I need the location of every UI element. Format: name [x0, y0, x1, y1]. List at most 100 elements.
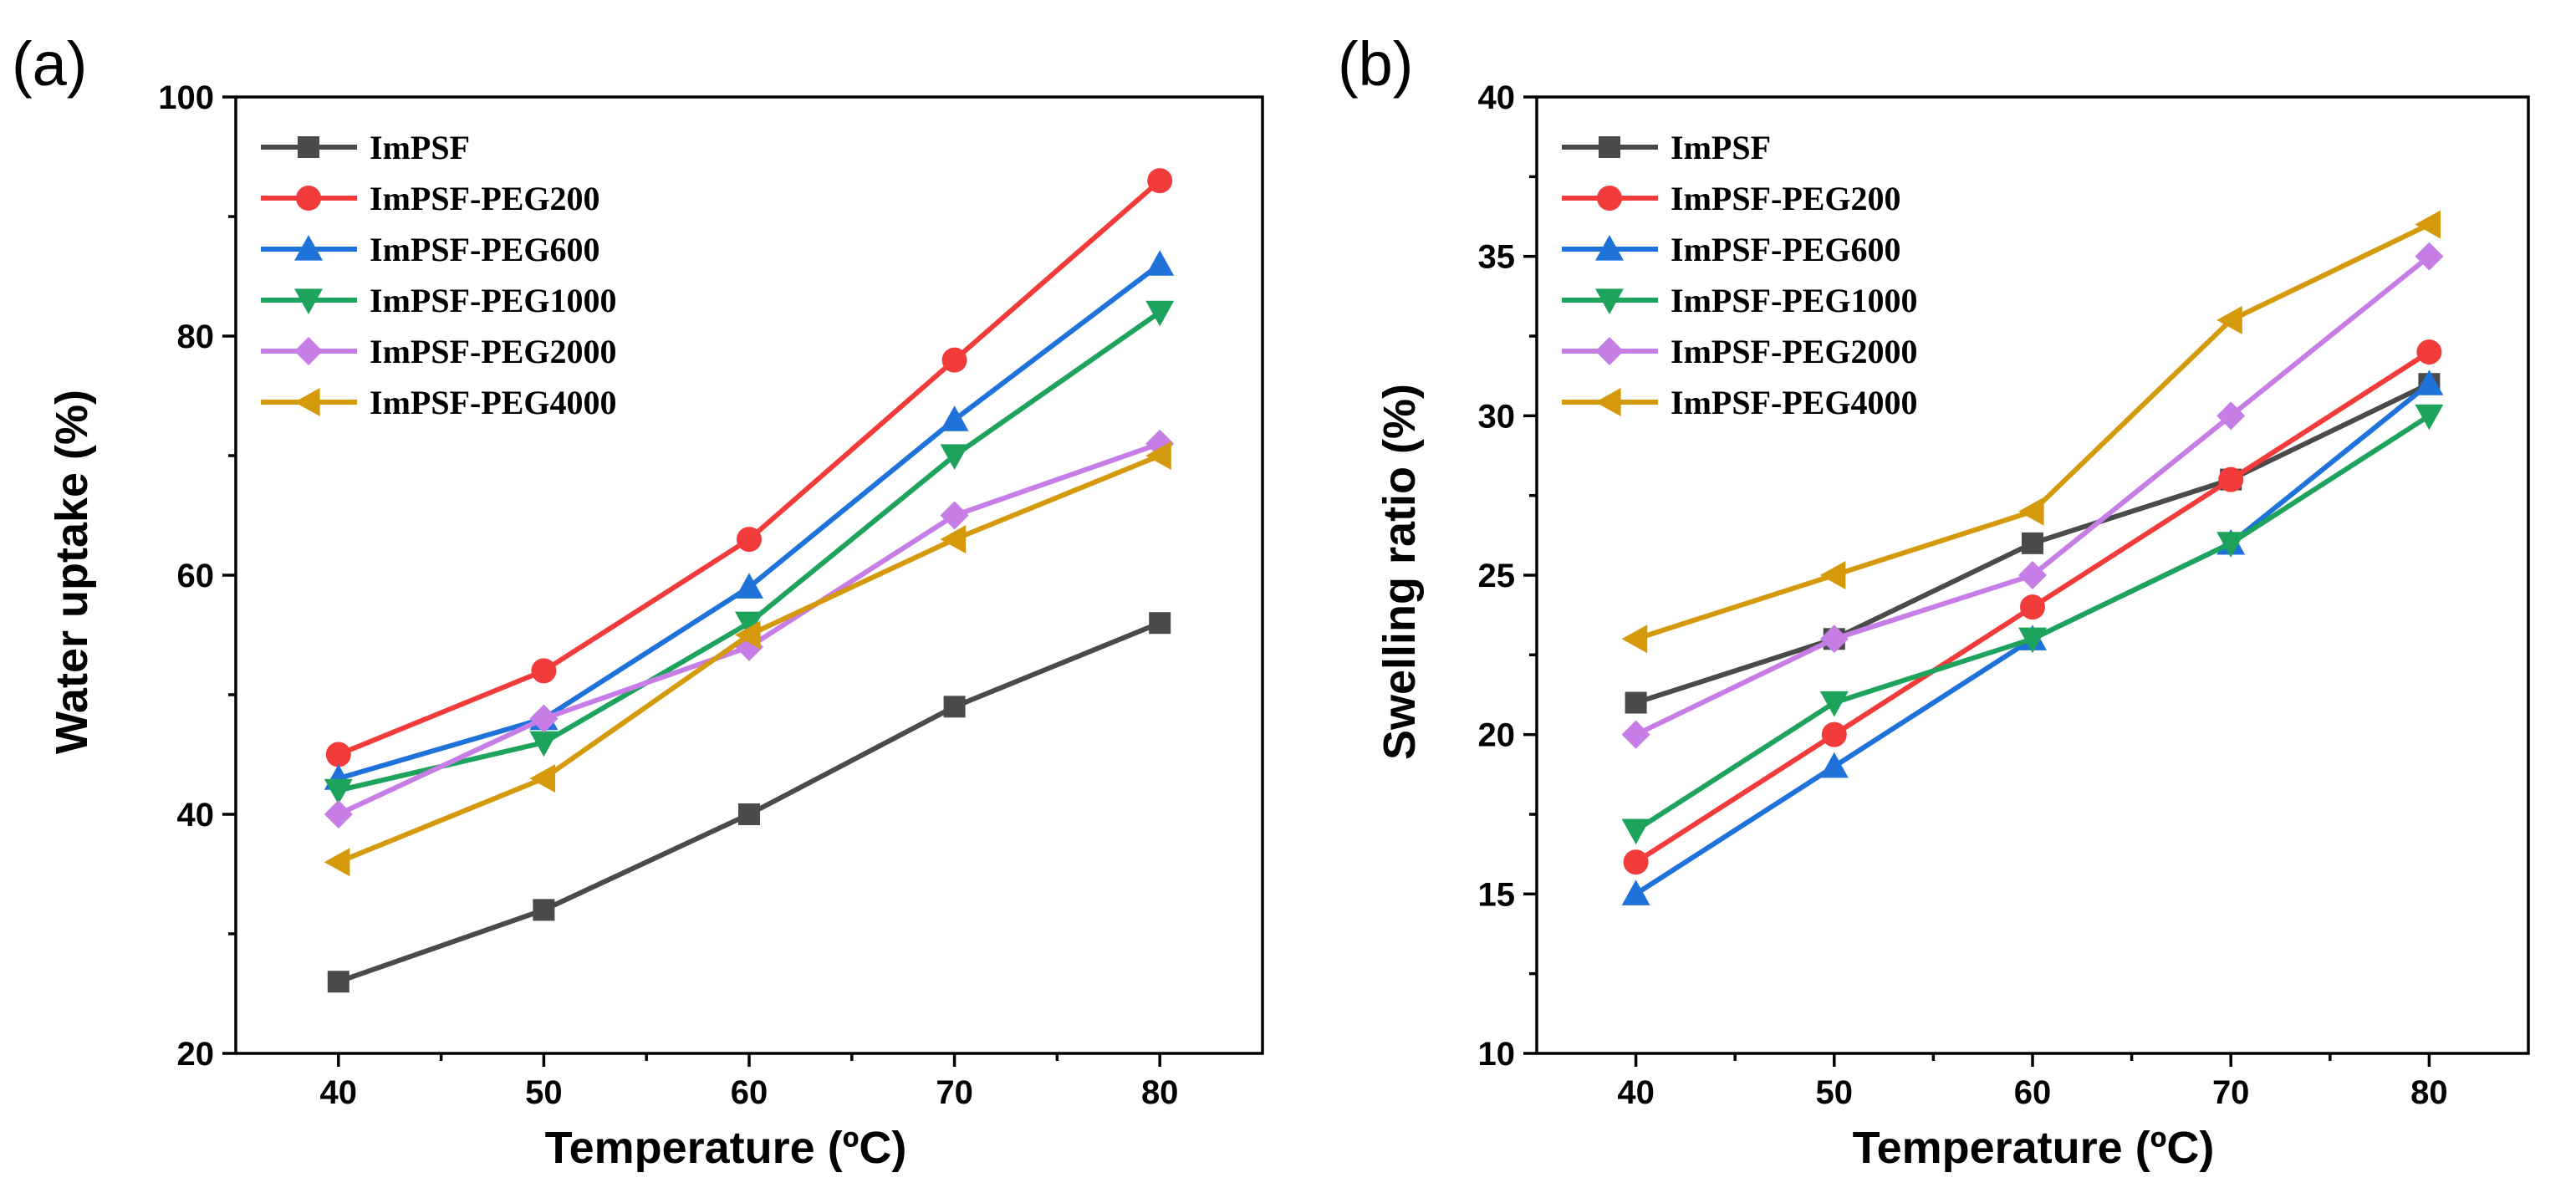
panel-b-data-point-impsf-peg200	[2416, 339, 2442, 365]
panel-a-y-tick-label: 20	[177, 1036, 215, 1073]
panel-a-data-point-impsf-peg600	[735, 573, 763, 599]
panel-b-x-tick-label: 50	[1816, 1074, 1854, 1111]
panel-a-x-axis-title: Temperature (ºC)	[545, 1123, 907, 1173]
panel-b-data-point-impsf-peg2000	[2415, 242, 2444, 271]
panel-a-data-point-impsf-peg200	[531, 658, 557, 684]
panel-a-legend-label-impsf-peg600: ImPSF-PEG600	[370, 231, 600, 268]
panel-b-y-tick-label: 20	[1478, 717, 1516, 754]
panel-a: (a) 20 40 60 80 100 40 50 60 70 80 ImPSF ImPSF-PEG2…	[12, 29, 1264, 1173]
panel-b-data-point-impsf-peg1000	[1621, 818, 1650, 845]
panel-a-data-point-impsf-peg4000	[324, 848, 350, 877]
panel-b-data-point-impsf-peg4000	[1621, 625, 1648, 654]
panel-b-x-tick-label: 70	[2212, 1074, 2250, 1111]
panel-b-data-point-impsf-peg1000	[2415, 404, 2444, 431]
panel-a-legend-marker-impsf-peg4000	[294, 388, 320, 416]
panel-a-y-tick-label: 100	[158, 79, 214, 116]
panel-a-data-point-impsf	[1149, 612, 1171, 635]
panel-b-legend-marker-impsf-peg1000	[1595, 288, 1624, 314]
panel-a-y-axis-title: Water uptake (%)	[47, 390, 97, 754]
panel-a-data-point-impsf	[533, 899, 555, 921]
panel-a-x-tick-label: 70	[936, 1074, 973, 1111]
panel-b-data-point-impsf-peg600	[2415, 370, 2444, 395]
panel-a-data-point-impsf-peg1000	[1145, 300, 1175, 327]
panel-a-legend-label-impsf-peg4000: ImPSF-PEG4000	[370, 384, 617, 421]
panel-b-legend-marker-impsf-peg600	[1595, 235, 1624, 261]
panel-b-y-tick-label: 35	[1478, 239, 1516, 276]
panel-b-y-tick-label: 25	[1478, 558, 1516, 594]
panel-a-x-tick-label: 40	[320, 1074, 358, 1111]
panel-a-series-line-impsf	[337, 620, 1161, 985]
panel-a-legend-label-impsf-peg200: ImPSF-PEG200	[370, 180, 600, 217]
panel-b-legend-label-impsf-peg600: ImPSF-PEG600	[1671, 231, 1901, 268]
panel-b-data-point-impsf-peg200	[2218, 466, 2244, 492]
panel-b-data-point-impsf-peg200	[1821, 721, 1847, 747]
panel-b-data-point-impsf-peg600	[1621, 879, 1650, 905]
panel-b-data-point-impsf-peg2000	[2216, 401, 2246, 431]
panel-b-legend-label-impsf-peg200: ImPSF-PEG200	[1671, 180, 1901, 217]
panel-a-data-point-impsf-peg1000	[735, 611, 763, 638]
panel-b-legend-label-impsf-peg4000: ImPSF-PEG4000	[1671, 384, 1918, 421]
panel-a-data-point-impsf-peg200	[325, 742, 351, 767]
panel-a-data-point-impsf	[943, 696, 966, 718]
panel-b-legend-marker-impsf-peg2000	[1595, 337, 1624, 365]
panel-b-data-point-impsf-peg4000	[2415, 210, 2441, 239]
panel-label-a: (a)	[12, 29, 87, 99]
panel-a-data-point-impsf-peg1000	[940, 444, 969, 470]
panel-a-data-point-impsf-peg1000	[529, 731, 559, 757]
panel-a-data-point-impsf-peg600	[1145, 250, 1175, 276]
panel-a-legend-marker-impsf-peg2000	[294, 337, 323, 365]
panel-b-data-point-impsf-peg600	[1819, 752, 1849, 778]
panel-a-data-point-impsf-peg4000	[529, 764, 555, 793]
panel-a-data-point-impsf-peg2000	[324, 800, 353, 828]
panel-a-legend-marker-impsf-peg600	[294, 235, 323, 261]
panel-b-data-point-impsf-peg4000	[2018, 497, 2044, 526]
panel-b-data-point-impsf-peg1000	[1819, 691, 1849, 717]
panel-b: (b) 10 15 20 25 30 35 40 40 50 60 70 80 ImPSF ImPSF-P…	[1338, 29, 2530, 1173]
panel-a-legend-marker-impsf	[298, 136, 319, 158]
panel-b-legend-marker-impsf-peg200	[1597, 186, 1622, 211]
panel-b-x-tick-label: 40	[1617, 1074, 1655, 1111]
panel-b-data-point-impsf-peg4000	[1819, 561, 1846, 589]
panel-a-x-tick-label: 80	[1141, 1074, 1179, 1111]
panel-b-legend-label-impsf: ImPSF	[1671, 129, 1771, 166]
panel-a-y-tick-label: 80	[177, 319, 215, 355]
panel-a-data-point-impsf-peg600	[940, 405, 969, 431]
panel-b-data-point-impsf-peg200	[1623, 849, 1649, 875]
panel-a-data-point-impsf	[327, 971, 349, 993]
panel-a-data-point-impsf-peg200	[737, 527, 762, 553]
panel-b-plot-area: 10 15 20 25 30 35 40 40 50 60 70 80 ImPSF ImPSF-PEG20…	[1478, 79, 2530, 1111]
panel-a-legend-label-impsf-peg2000: ImPSF-PEG2000	[370, 333, 617, 370]
panel-b-legend-label-impsf-peg1000: ImPSF-PEG1000	[1671, 282, 1918, 319]
panel-b-x-tick-label: 60	[2014, 1074, 2052, 1111]
panel-b-data-point-impsf	[2022, 532, 2043, 554]
panel-a-data-point-impsf	[738, 803, 760, 825]
panel-a-data-point-impsf-peg2000	[529, 704, 559, 733]
panel-b-legend-marker-impsf-peg4000	[1595, 388, 1621, 416]
panel-a-data-point-impsf-peg4000	[940, 525, 967, 554]
panel-b-data-point-impsf-peg2000	[2018, 561, 2047, 589]
panel-b-data-point-impsf-peg1000	[2216, 532, 2246, 558]
panel-b-x-tick-label: 80	[2410, 1074, 2448, 1111]
panel-a-legend-marker-impsf-peg1000	[294, 288, 323, 314]
panel-b-y-tick-label: 30	[1478, 398, 1516, 435]
panel-a-legend-label-impsf-peg1000: ImPSF-PEG1000	[370, 282, 617, 319]
panel-a-y-tick-label: 40	[177, 797, 215, 834]
panel-a-data-point-impsf-peg2000	[940, 501, 969, 530]
panel-b-data-point-impsf-peg2000	[1819, 625, 1849, 654]
panel-a-legend-marker-impsf-peg200	[296, 186, 321, 211]
panel-b-data-point-impsf-peg1000	[2018, 627, 2047, 654]
panel-b-data-point-impsf	[1625, 691, 1647, 714]
panel-b-y-tick-label: 15	[1478, 876, 1516, 913]
panel-b-data-point-impsf-peg4000	[2216, 305, 2242, 334]
panel-b-y-axis-title: Swelling ratio (%)	[1375, 384, 1425, 760]
panel-a-y-tick-label: 60	[177, 558, 215, 594]
panel-label-b: (b)	[1338, 29, 1413, 99]
panel-a-x-tick-label: 50	[525, 1074, 563, 1111]
panel-a-legend-label-impsf: ImPSF	[370, 129, 470, 166]
panel-a-data-point-impsf-peg200	[941, 347, 967, 373]
panel-b-legend-label-impsf-peg2000: ImPSF-PEG2000	[1671, 333, 1918, 370]
panel-a-data-point-impsf-peg4000	[1145, 441, 1171, 470]
panel-a-plot-area: 20 40 60 80 100 40 50 60 70 80 ImPSF ImPSF-PEG200 Im…	[158, 79, 1264, 1111]
panel-b-y-tick-label: 10	[1478, 1036, 1516, 1073]
